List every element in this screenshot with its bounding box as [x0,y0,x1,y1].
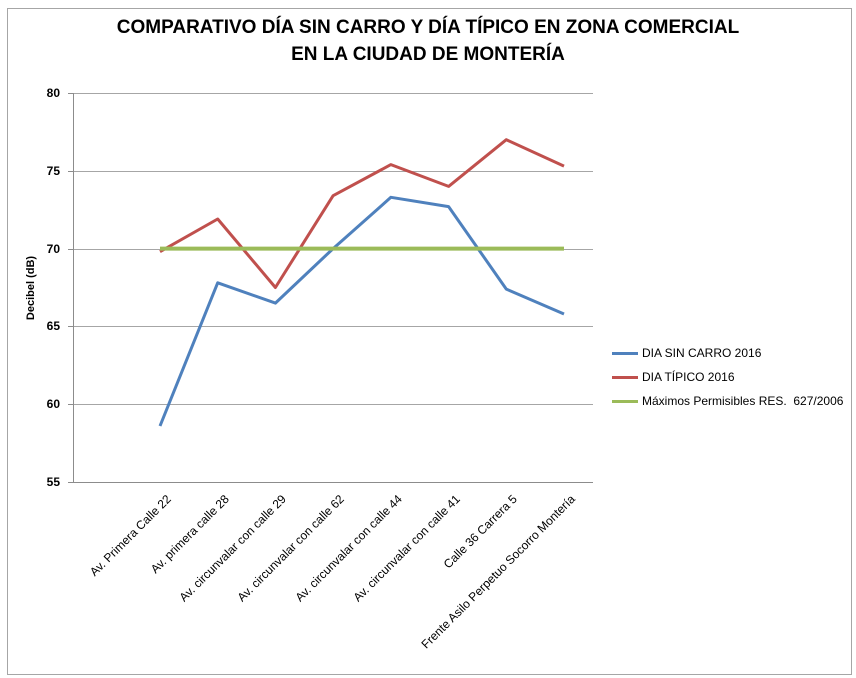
chart-title-line1: COMPARATIVO DÍA SIN CARRO Y DÍA TÍPICO E… [116,17,740,38]
y-tick-label: 55 [46,475,60,489]
legend-label: DIA TÍPICO 2016 [642,370,735,384]
legend-line-swatch-green [612,399,638,403]
legend-item: DIA TÍPICO 2016 [612,365,843,389]
series-line-dia-sin-carro [158,195,565,427]
legend-item: Máximos Permisibles RES. 627/2006 [612,389,843,413]
legend: DIA SIN CARRO 2016 DIA TÍPICO 2016 Máxim… [612,341,843,413]
y-tick-label: 80 [46,86,60,100]
legend-item: DIA SIN CARRO 2016 [612,341,843,365]
chart-border [7,8,852,675]
y-tick-label: 70 [46,241,60,256]
series-line-dia-tipico [159,138,565,289]
legend-label: Máximos Permisibles RES. 627/2006 [642,394,844,408]
legend-label: DIA SIN CARRO 2016 [642,346,762,360]
legend-line-swatch-blue [612,351,638,355]
chart-title: COMPARATIVO DÍA SIN CARRO Y DÍA TÍPICO E… [0,14,856,68]
y-tick-label: 65 [46,319,60,334]
legend-line-swatch-red [612,375,638,379]
y-tick-label: 75 [46,163,60,178]
y-tick-label: 60 [46,397,60,412]
chart-title-line2: EN LA CIUDAD DE MONTERÍA [291,44,565,65]
